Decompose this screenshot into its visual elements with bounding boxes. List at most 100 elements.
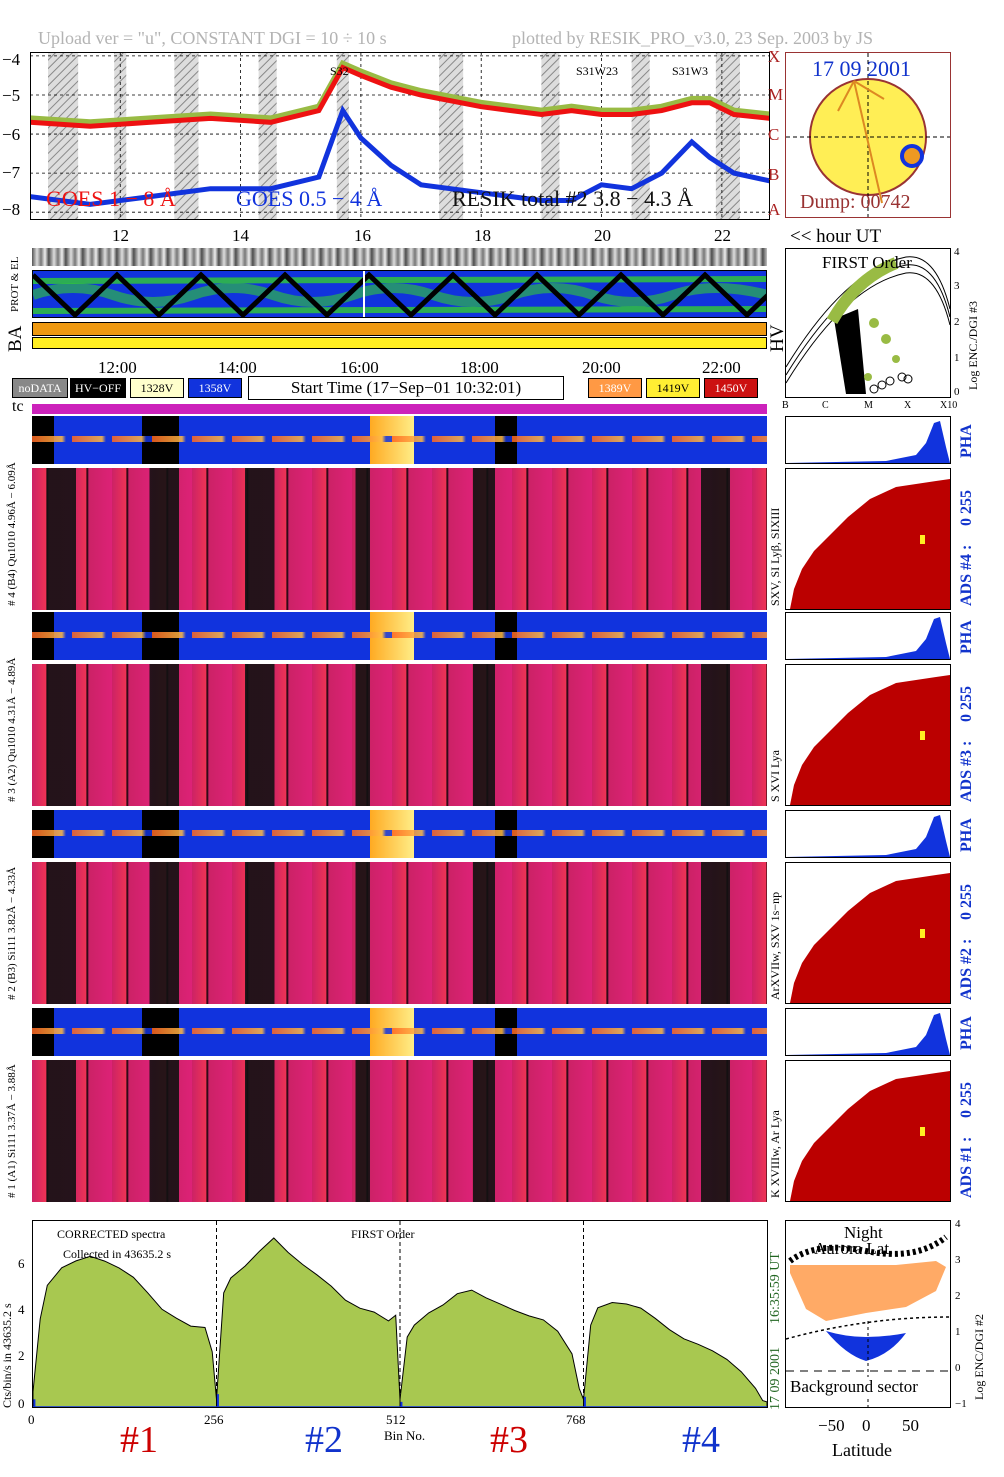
encounter-plot [786, 256, 950, 394]
dump-label: Dump: 00742 [800, 191, 911, 213]
latitude-panel: Night Aurora Lat. Background sector [785, 1220, 951, 1408]
night-label: Night [844, 1223, 883, 1242]
ads-label: ADS #4 : [958, 544, 975, 606]
ba-strip [32, 322, 767, 336]
pha-spectrogram [32, 612, 767, 660]
goes-ytick: −8 [2, 200, 21, 219]
adc-spectrogram [32, 664, 767, 806]
pha-spectrogram [32, 810, 767, 858]
spectrum-series-#2 [216, 1237, 401, 1407]
lat-xtick: 0 [862, 1416, 871, 1435]
tc-label: tc [12, 398, 24, 415]
latitude-plot [786, 1234, 950, 1407]
adc-spectrogram [32, 862, 767, 1004]
ads-label: ADS #1 : [958, 1136, 975, 1198]
data-gaps [32, 1060, 767, 1202]
prot-el-label: PROT & EL [9, 256, 21, 312]
class-label: X [768, 47, 781, 66]
channel-label: # 2 (B3) Si111 3.82Å − 4.33Å [6, 866, 18, 1000]
encounter-ytick: 2 [954, 316, 960, 328]
hour-tick: 22 [714, 226, 731, 245]
encounter-xtick: B [782, 400, 789, 411]
encounter-title: FIRST Order [822, 253, 912, 272]
legend-1450v: 1450V [704, 378, 758, 398]
aurora-label: Aurora Lat. [814, 1239, 894, 1258]
sun-disk-plot [786, 53, 950, 217]
legend-goes-short: GOES 0.5 − 4 Å [236, 186, 383, 211]
resik-curve [30, 59, 770, 126]
header-left: Upload ver = "u", CONSTANT DGI = 10 ÷ 10… [38, 28, 387, 48]
data-gaps [32, 468, 767, 610]
scale-label: 0 255 [958, 686, 975, 722]
channel-label: # 3 (A2) Qu1010 4.31Å − 4.89Å [6, 657, 18, 802]
spectrum-ylabel: Cts/bin/s in 43635.2 s [0, 1303, 14, 1408]
lat-ytick: 3 [955, 1254, 961, 1266]
tc-strip [32, 404, 767, 414]
goes-ytick: −4 [2, 50, 21, 69]
spectrum-ytick: 0 [18, 1396, 25, 1411]
spectrum-collected: Collected in 43635.2 s [63, 1247, 171, 1261]
pha-label: PHA [958, 818, 975, 852]
legend-hvoff: HV−OFF [70, 378, 126, 398]
scale-label: 0 255 [958, 1082, 975, 1118]
spectrum-ytick: 4 [18, 1302, 25, 1317]
adc-histogram [785, 862, 951, 1004]
night-band [48, 52, 79, 220]
legend-nodata: noDATA [12, 378, 68, 398]
lat-xtick: 50 [902, 1416, 919, 1435]
legend-goes-long: GOES 1 − 8 Å [46, 186, 176, 211]
channel-label-2: #2 [305, 1419, 343, 1461]
pha-band [32, 632, 767, 638]
hour-tick: 18 [474, 226, 491, 245]
encounter-ytick: 4 [954, 246, 960, 258]
pha-label: PHA [958, 1016, 975, 1050]
pha-band [32, 436, 767, 442]
hour-unit-label: << hour UT [790, 226, 882, 247]
pha-histogram [785, 810, 951, 858]
goes-ytick: −6 [2, 125, 21, 144]
spectrum-xtick: 256 [204, 1412, 224, 1427]
lat-ytick: 1 [955, 1326, 961, 1338]
spectrum-xtick: 512 [386, 1412, 406, 1427]
lat-ylabel: Log ENC/DGI #2 [972, 1314, 986, 1400]
lat-ytick: 0 [955, 1362, 961, 1374]
pha-band [32, 1028, 767, 1034]
spectrum-xlabel: Bin No. [384, 1428, 426, 1443]
spectrum-series-#1 [33, 1255, 217, 1407]
time-tick: 18:00 [460, 358, 499, 377]
adc-histogram [785, 1060, 951, 1202]
time-tick: 12:00 [98, 358, 137, 377]
goes-ytick: −5 [2, 86, 21, 105]
ads-label: ADS #2 : [958, 938, 975, 1000]
pha-histogram [785, 416, 951, 464]
goes-ytick: −7 [2, 163, 21, 182]
hv-strip [32, 337, 767, 349]
spectrum-xtick: 0 [28, 1412, 35, 1427]
hour-tick: 12 [112, 226, 129, 245]
pha-label: PHA [958, 620, 975, 654]
night-band [715, 52, 740, 220]
ba-label: BA [5, 325, 26, 352]
channel-label: # 4 (B4) Qu1010 4.96Å − 6.09Å [6, 462, 18, 606]
pha-histogram [785, 612, 951, 660]
data-gaps [32, 862, 767, 1004]
channel-label-3: #3 [490, 1419, 528, 1461]
line-label: SXV, SI Lyβ, SIXIII [768, 507, 782, 606]
time-tick: 20:00 [582, 358, 621, 377]
flare-annotation: S31W3 [672, 64, 708, 78]
legend-1389v: 1389V [588, 378, 642, 398]
flare-annotation: S31W23 [576, 64, 618, 78]
flare-annotation: S32 [330, 64, 349, 78]
pha-histogram [785, 1008, 951, 1056]
night-band [631, 52, 650, 220]
time-tick: 16:00 [340, 358, 379, 377]
spectrum-series-#3 [399, 1289, 584, 1407]
spectrum-title: CORRECTED spectra [57, 1227, 166, 1241]
spectrum-date: 17 09 2001 [768, 1347, 783, 1410]
line-label: S XVI Lya [768, 750, 782, 802]
lat-ytick: −1 [955, 1398, 967, 1410]
encounter-ylabel: Log ENC./DGI #3 [966, 301, 980, 390]
encounter-ytick: 3 [954, 280, 960, 292]
spectrum-panel: CORRECTED spectra Collected in 43635.2 s… [32, 1220, 768, 1408]
sun-date: 17 09 2001 [812, 56, 911, 81]
